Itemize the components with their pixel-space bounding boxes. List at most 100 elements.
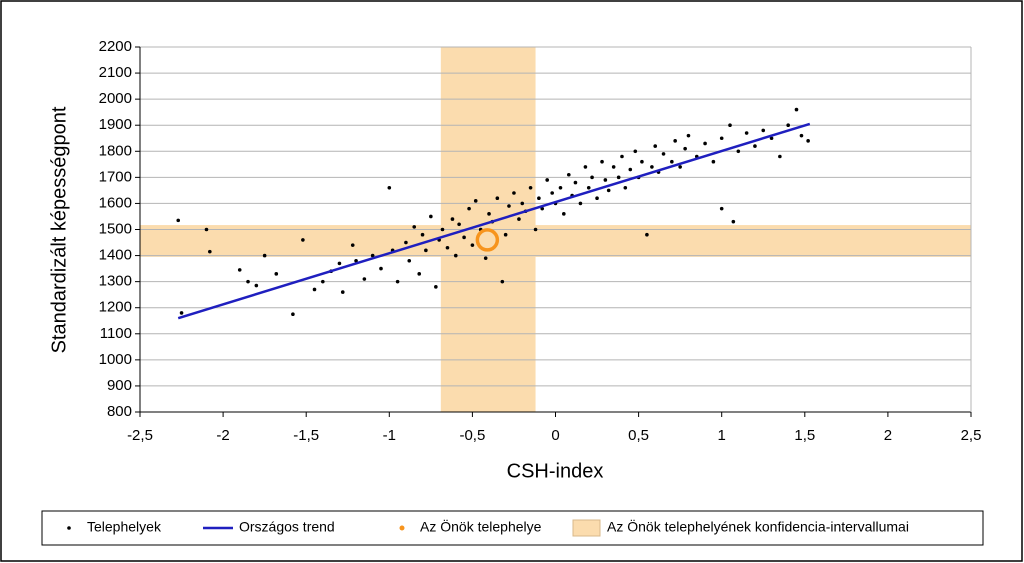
point [237,268,242,272]
point [640,159,644,164]
y-tick-label: 1300 [99,273,132,290]
point [462,235,466,240]
point [670,159,674,164]
point [744,131,749,135]
point [719,136,724,141]
point [337,261,342,266]
x-axis-label: CSH-index [507,460,604,482]
x-tick-label: -2,5 [127,427,153,444]
point [470,243,475,247]
point [653,144,658,148]
point [312,287,317,292]
point [661,152,666,156]
point [467,206,471,211]
y-tick-label: 1900 [99,116,132,133]
point [678,165,682,169]
point [736,149,741,154]
point [450,217,455,221]
point [728,123,732,128]
point [291,312,295,317]
point [586,185,591,190]
point [578,201,583,206]
point [301,238,305,242]
point [520,201,525,206]
y-tick-label: 800 [107,403,132,420]
point [611,165,616,169]
point [761,128,766,133]
point [354,258,358,263]
point [550,191,554,195]
point [794,107,799,112]
point [562,212,566,216]
x-tick-label: 2 [884,427,892,444]
point [179,311,184,315]
point [606,188,611,193]
x-tick-label: 0,5 [628,427,649,444]
point [420,232,425,237]
point [395,279,400,284]
point [603,178,608,182]
point [254,283,259,288]
point [208,249,212,254]
y-tick-label: 1400 [99,247,132,264]
own-site-marker [475,228,500,252]
point [719,206,724,211]
point [340,290,345,294]
point [537,196,541,201]
point [440,227,445,232]
point [590,175,594,180]
x-tick-label: -1,5 [293,427,319,444]
point [786,123,790,128]
point [533,227,538,232]
point [595,196,599,201]
x-tick-label: 2,5 [961,427,982,444]
point [487,212,491,216]
point [528,185,533,190]
point [566,172,571,177]
y-tick-label: 1500 [99,220,132,237]
point [483,256,488,260]
point [204,227,209,232]
y-tick-label: 2200 [99,38,132,55]
y-tick-label: 1100 [100,325,132,342]
point [445,245,450,250]
point [711,159,716,164]
point [703,141,707,146]
point [731,219,736,224]
point [633,149,638,154]
point [650,165,654,169]
point [769,136,774,141]
point [778,154,782,159]
point [453,253,458,258]
x-tick-label: 1,5 [794,427,815,444]
y-tick-label: 1800 [99,142,132,159]
point [350,243,355,247]
point [686,133,691,138]
legend-swatch [67,526,71,530]
point [370,253,375,258]
legend-label: Az Önök telephelyének konfidencia-interv… [607,518,909,535]
point [176,218,181,223]
point [434,285,438,289]
point [429,214,433,219]
point [806,139,810,143]
point [387,185,392,190]
point [404,240,408,245]
point [683,146,687,151]
point [620,154,624,159]
point [558,185,563,190]
point [262,253,267,258]
point [573,180,578,185]
y-tick-label: 900 [107,377,132,394]
point [628,167,633,172]
x-tick-label: -1 [383,427,396,444]
point [623,185,628,190]
legend-swatch [399,525,405,531]
point [321,279,325,284]
point [457,222,461,227]
point [645,232,649,237]
point [412,225,417,229]
x-tick-label: -0,5 [459,427,485,444]
